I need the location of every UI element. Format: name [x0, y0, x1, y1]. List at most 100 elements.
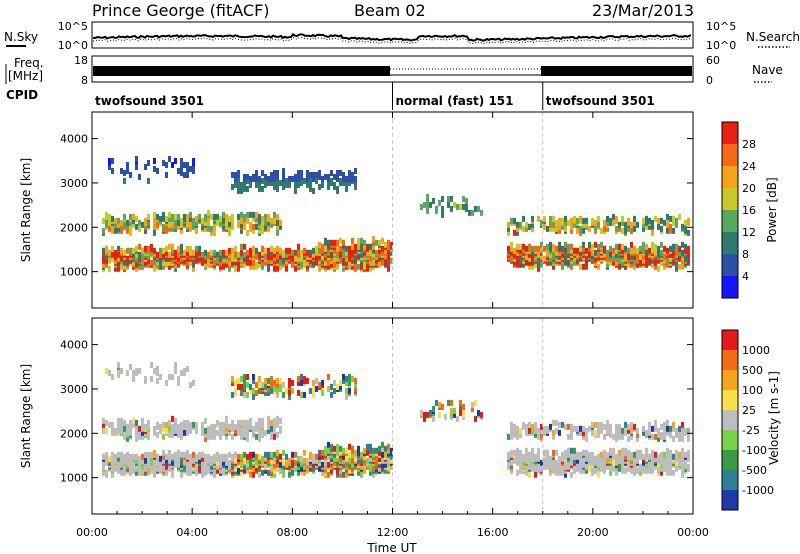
- velocity-cell: [624, 447, 627, 454]
- velocity-cell: [246, 427, 249, 434]
- power-cell: [600, 227, 603, 234]
- power-cell: [261, 249, 264, 256]
- power-cell: [210, 213, 213, 220]
- power-cell: [684, 243, 687, 250]
- power-cell: [126, 255, 129, 262]
- power-cell: [165, 215, 168, 222]
- velocity-cell: [366, 449, 369, 456]
- velocity-cell: [216, 451, 219, 458]
- power-cell: [336, 251, 339, 258]
- velocity-cell: [639, 449, 642, 456]
- power-cell: [165, 161, 168, 168]
- power-cell: [312, 247, 315, 254]
- velocity-cell: [246, 373, 249, 380]
- velocity-cell: [654, 419, 657, 426]
- velocity-cell: [288, 389, 291, 396]
- power-cell: [615, 247, 618, 254]
- power-cell: [312, 187, 315, 194]
- power-cell: [558, 241, 561, 248]
- power-cell: [243, 251, 246, 258]
- power-cell: [513, 229, 516, 236]
- velocity-cell: [618, 449, 621, 456]
- power-cell: [663, 263, 666, 270]
- power-cell: [249, 179, 252, 186]
- velocity-cell: [207, 453, 210, 460]
- velocity-cell: [123, 469, 126, 476]
- colorbar-swatch: [722, 410, 738, 430]
- velocity-cell: [135, 457, 138, 464]
- power-cell: [237, 261, 240, 268]
- velocity-cell: [438, 401, 441, 408]
- velocity-cell: [144, 423, 147, 430]
- power-cell: [633, 257, 636, 264]
- power-cell: [348, 245, 351, 252]
- velocity-cell: [519, 431, 522, 438]
- velocity-cell: [249, 451, 252, 458]
- power-cell: [369, 243, 372, 250]
- power-cell: [474, 205, 477, 212]
- velocity-cell: [684, 457, 687, 464]
- power-cell: [129, 219, 132, 226]
- power-cell: [576, 227, 579, 234]
- power-cell: [624, 227, 627, 234]
- power-cell: [423, 201, 426, 208]
- velocity-cell: [381, 451, 384, 458]
- velocity-cell: [231, 419, 234, 426]
- power-cell: [426, 207, 429, 214]
- velocity-cell: [306, 457, 309, 464]
- velocity-cell: [603, 423, 606, 430]
- power-cell: [678, 245, 681, 252]
- nsky-tick-high: 10^5: [58, 20, 88, 33]
- velocity-cell: [174, 459, 177, 466]
- power-cell: [669, 223, 672, 230]
- velocity-cell: [372, 465, 375, 472]
- power-cell: [375, 249, 378, 256]
- power-cell: [201, 217, 204, 224]
- power-cell: [273, 211, 276, 218]
- power-cell: [147, 159, 150, 166]
- velocity-cell: [585, 467, 588, 474]
- velocity-cell: [111, 451, 114, 458]
- power-cell: [318, 183, 321, 190]
- velocity-cell: [180, 451, 183, 458]
- velocity-cell: [684, 451, 687, 458]
- velocity-cell: [240, 375, 243, 382]
- velocity-cell: [189, 427, 192, 434]
- power-cell: [117, 255, 120, 262]
- velocity-cell: [339, 379, 342, 386]
- velocity-cell: [426, 411, 429, 418]
- power-cell: [222, 211, 225, 218]
- velocity-cell: [270, 375, 273, 382]
- velocity-cell: [288, 381, 291, 388]
- velocity-cell: [354, 377, 357, 384]
- power-cell: [141, 253, 144, 260]
- power-cell: [570, 227, 573, 234]
- power-cell: [681, 249, 684, 256]
- velocity-cell: [261, 429, 264, 436]
- power-cell: [228, 247, 231, 254]
- velocity-cell: [627, 465, 630, 472]
- power-cell: [168, 221, 171, 228]
- velocity-cell: [675, 449, 678, 456]
- velocity-cell: [243, 419, 246, 426]
- power-cell: [192, 158, 195, 164]
- power-cell: [216, 219, 219, 226]
- velocity-cell: [240, 433, 243, 440]
- power-cell: [606, 225, 609, 232]
- power-cell: [621, 227, 624, 234]
- power-cell: [666, 257, 669, 264]
- velocity-cell: [264, 377, 267, 384]
- power-cell: [549, 241, 552, 248]
- power-cell: [312, 261, 315, 268]
- power-cell: [117, 265, 120, 272]
- velocity-cell: [195, 463, 198, 470]
- velocity-cell: [666, 419, 669, 426]
- power-cell: [570, 247, 573, 254]
- velocity-cell: [189, 453, 192, 460]
- power-cell: [513, 217, 516, 224]
- power-cell: [372, 251, 375, 258]
- power-cell: [261, 177, 264, 184]
- velocity-cell: [126, 457, 129, 464]
- velocity-cell: [363, 457, 366, 464]
- power-cell: [198, 213, 201, 220]
